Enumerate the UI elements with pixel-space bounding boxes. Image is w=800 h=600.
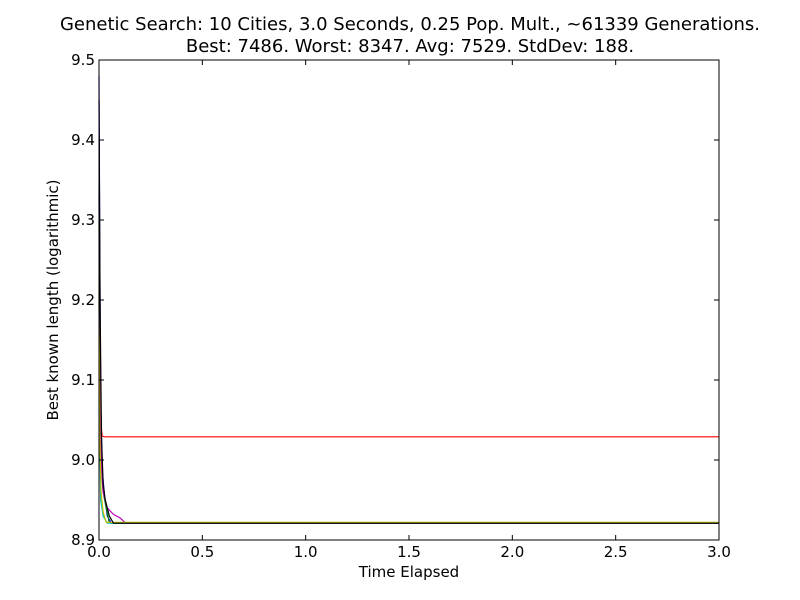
series-line-1	[98, 75, 719, 524]
x-axis: 0.0 0.5 1.0 1.5 2.0 2.5 3.0	[87, 60, 731, 561]
y-tick-label: 8.9	[71, 531, 95, 549]
y-axis-label: Best known length (logarithmic)	[44, 180, 62, 421]
y-tick-label: 9.2	[71, 291, 95, 309]
plot-area	[98, 59, 720, 541]
chart-title-line-2: Best: 7486. Worst: 8347. Avg: 7529. StdD…	[186, 36, 634, 57]
x-tick-label: 0.5	[190, 543, 214, 561]
x-tick-label: 2.0	[500, 543, 524, 561]
series-line-2	[98, 219, 719, 524]
y-tick-label: 9.3	[71, 211, 95, 229]
y-tick-label: 9.0	[71, 451, 95, 469]
y-tick-label: 9.1	[71, 371, 95, 389]
series-line-5	[98, 195, 719, 524]
series-line-7	[98, 99, 719, 524]
chart-title-line-1: Genetic Search: 10 Cities, 3.0 Seconds, …	[60, 14, 760, 35]
series-line-3	[98, 299, 719, 438]
series-group	[98, 75, 719, 524]
x-tick-label: 1.5	[397, 543, 421, 561]
y-axis: 8.9 9.0 9.1 9.2 9.3 9.4 9.5	[71, 51, 719, 549]
x-axis-label: Time Elapsed	[358, 563, 459, 581]
series-line-6	[98, 283, 719, 524]
x-tick-label: 1.0	[294, 543, 318, 561]
x-tick-label: 2.5	[604, 543, 628, 561]
x-tick-label: 3.0	[707, 543, 731, 561]
x-tick-label: 0.0	[87, 543, 111, 561]
y-tick-label: 9.5	[71, 51, 95, 69]
y-tick-label: 9.4	[71, 131, 95, 149]
series-line-4	[98, 187, 719, 524]
